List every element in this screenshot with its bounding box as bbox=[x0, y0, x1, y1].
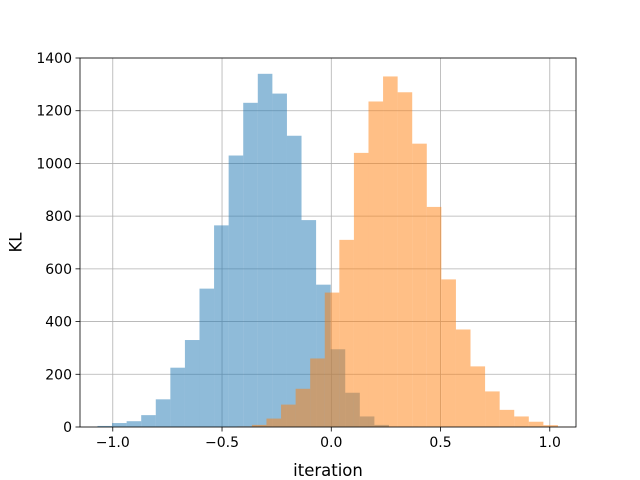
histogram-bar bbox=[251, 424, 267, 427]
x-tick-label: 0.0 bbox=[320, 435, 342, 451]
y-axis-label: KL bbox=[7, 232, 26, 253]
y-tick-label: 200 bbox=[45, 367, 72, 383]
bars bbox=[97, 73, 573, 428]
histogram-bar bbox=[112, 423, 127, 427]
histogram-bar bbox=[257, 73, 273, 428]
histogram-bar bbox=[155, 399, 171, 427]
histogram-bar bbox=[243, 102, 258, 428]
y-tick-label: 1200 bbox=[36, 104, 72, 120]
series-1-bars bbox=[237, 76, 573, 428]
y-tick-label: 800 bbox=[45, 209, 72, 225]
histogram-bar bbox=[126, 421, 142, 427]
histogram-bar bbox=[286, 135, 302, 427]
histogram-bar bbox=[272, 93, 287, 427]
histogram-bar bbox=[368, 101, 384, 427]
histogram-bar bbox=[514, 416, 529, 427]
histogram-bar bbox=[470, 366, 486, 427]
y-tick-label: 600 bbox=[45, 262, 72, 278]
histogram-bar bbox=[266, 418, 282, 427]
y-tick-label: 1000 bbox=[36, 156, 72, 172]
histogram-bar bbox=[353, 152, 369, 427]
x-tick-label: 1.0 bbox=[539, 435, 561, 451]
histogram-bar bbox=[499, 409, 515, 427]
histogram-bar bbox=[141, 415, 156, 427]
histogram-bar bbox=[397, 92, 413, 427]
histogram-bar bbox=[441, 279, 456, 427]
histogram-bar bbox=[97, 425, 113, 427]
histogram-bar bbox=[310, 358, 325, 427]
histogram-bar bbox=[426, 206, 442, 427]
histogram-bar bbox=[295, 388, 311, 427]
x-tick-label: −1.0 bbox=[96, 435, 130, 451]
axis-ticks: −1.0 −0.5 0.0 0.5 1.0 0 200 400 600 800 1000 1200 14… bbox=[36, 51, 561, 451]
histogram-bar bbox=[324, 292, 340, 427]
histogram-bar bbox=[543, 425, 558, 427]
histogram-bar bbox=[228, 155, 244, 427]
histogram-bar bbox=[339, 239, 354, 427]
histogram-bar bbox=[281, 404, 296, 427]
histogram-bar bbox=[455, 329, 471, 427]
histogram-bar bbox=[528, 421, 544, 427]
histogram-bar bbox=[383, 76, 398, 427]
histogram-bar bbox=[199, 288, 215, 427]
y-tick-label: 1400 bbox=[36, 51, 72, 67]
plot-frame bbox=[79, 57, 577, 428]
x-tick-label: −0.5 bbox=[205, 435, 239, 451]
x-tick-label: 0.5 bbox=[429, 435, 451, 451]
histogram-bar bbox=[412, 143, 427, 428]
x-axis-label: iteration bbox=[293, 461, 363, 480]
y-tick-label: 0 bbox=[63, 420, 72, 436]
y-tick-label: 400 bbox=[45, 315, 72, 331]
histogram-bar bbox=[184, 340, 200, 427]
histogram-bar bbox=[170, 367, 185, 427]
histogram-bar bbox=[214, 225, 229, 427]
histogram-bar bbox=[485, 391, 500, 427]
